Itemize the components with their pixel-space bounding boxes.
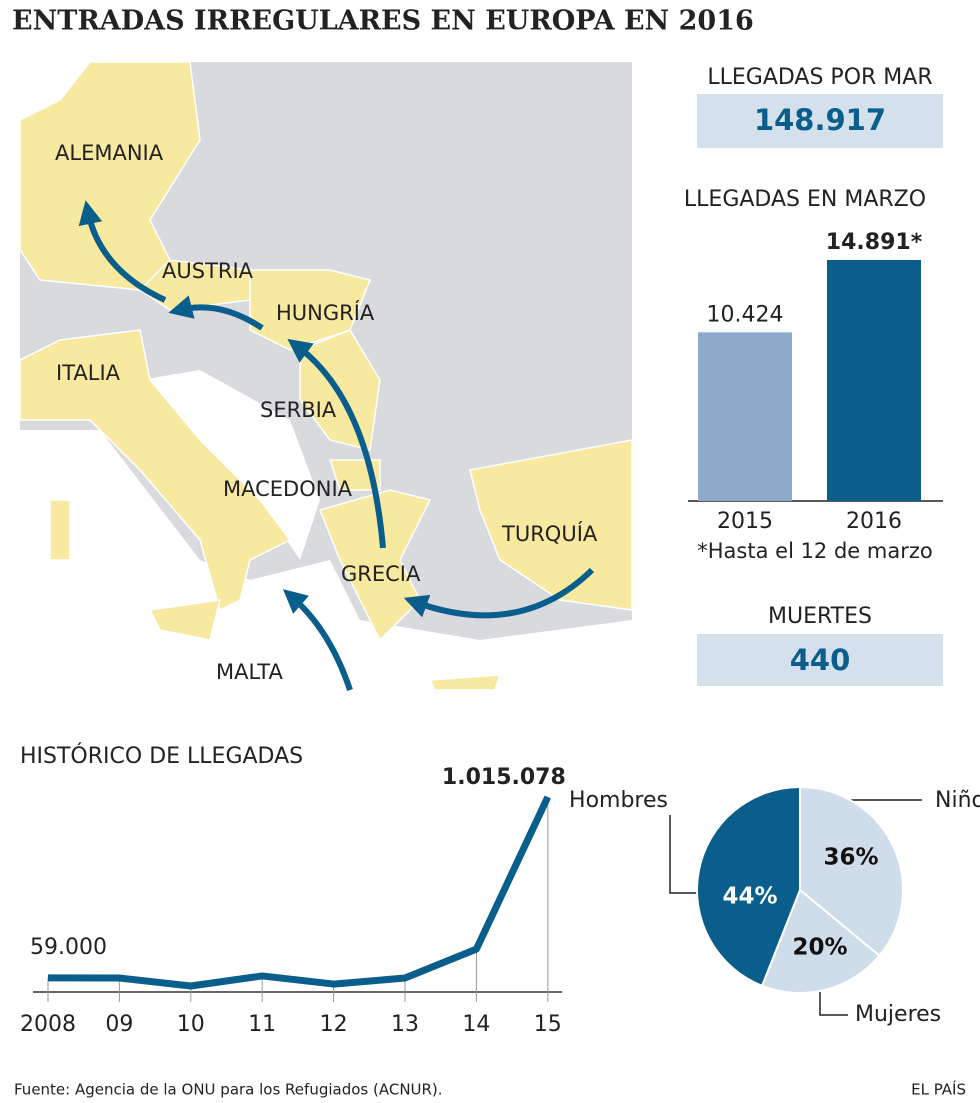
source: Fuente: Agencia de la ONU para los Refug… (14, 1081, 443, 1099)
stat-label: MUERTES (768, 604, 872, 629)
note: *Hasta el 12 de marzo (697, 539, 932, 563)
value-label: 44% (722, 884, 777, 910)
pie-slice (696, 785, 801, 988)
x-tick-label: 12 (320, 1012, 348, 1037)
map-label: HUNGRÍA (276, 300, 375, 325)
stat-value: 440 (790, 643, 851, 677)
map: ALEMANIA AUSTRIA HUNGRÍA ITALIA SERBIA M… (19, 61, 633, 698)
map-label: TURQUÍA (501, 521, 598, 546)
stat-label: LLEGADAS POR MAR (707, 65, 932, 90)
x-tick-label: 11 (248, 1012, 276, 1037)
stat-box (697, 94, 943, 148)
map-label: GRECIA (341, 562, 421, 586)
stat-value: 148.917 (754, 103, 886, 137)
x-tick-label: 2016 (846, 509, 902, 534)
x-tick-label: 15 (534, 1012, 562, 1037)
map-label: SERBIA (260, 398, 337, 422)
x-tick-label: 14 (462, 1012, 490, 1037)
value-label: 20% (792, 935, 847, 961)
stat-box (697, 634, 943, 686)
x-tick-label: 10 (177, 1012, 205, 1037)
map-label: AUSTRIA (162, 259, 254, 283)
line (47, 795, 551, 990)
bar (827, 260, 921, 501)
legend-label: Niños (935, 788, 980, 813)
x-tick-label: 2008 (20, 1012, 76, 1037)
pie-slice (799, 785, 904, 958)
map-label: MALTA (216, 660, 283, 684)
x-tick-label: 09 (105, 1012, 133, 1037)
map-label: ALEMANIA (55, 141, 164, 165)
x-tick-label: 13 (391, 1012, 419, 1037)
legend-label: Hombres (569, 788, 668, 813)
value-label: 10.424 (707, 302, 784, 327)
value-label: 14.891* (826, 230, 923, 255)
legend-label: Mujeres (855, 1002, 941, 1027)
pie-slice (760, 888, 881, 994)
credit: EL PAÍS (911, 1080, 966, 1099)
value-label: 1.015.078 (442, 765, 566, 790)
x-tick-label: 2015 (717, 509, 773, 534)
map-label: MACEDONIA (223, 477, 353, 501)
chart-title: HISTÓRICO DE LLEGADAS (20, 743, 303, 769)
bar (698, 332, 792, 501)
value-label: 59.000 (30, 935, 107, 960)
map-label: ITALIA (56, 361, 121, 385)
title: ENTRADAS IRREGULARES EN EUROPA EN 2016 (12, 6, 754, 37)
chart-title: LLEGADAS EN MARZO (684, 187, 926, 212)
value-label: 36% (823, 845, 878, 871)
